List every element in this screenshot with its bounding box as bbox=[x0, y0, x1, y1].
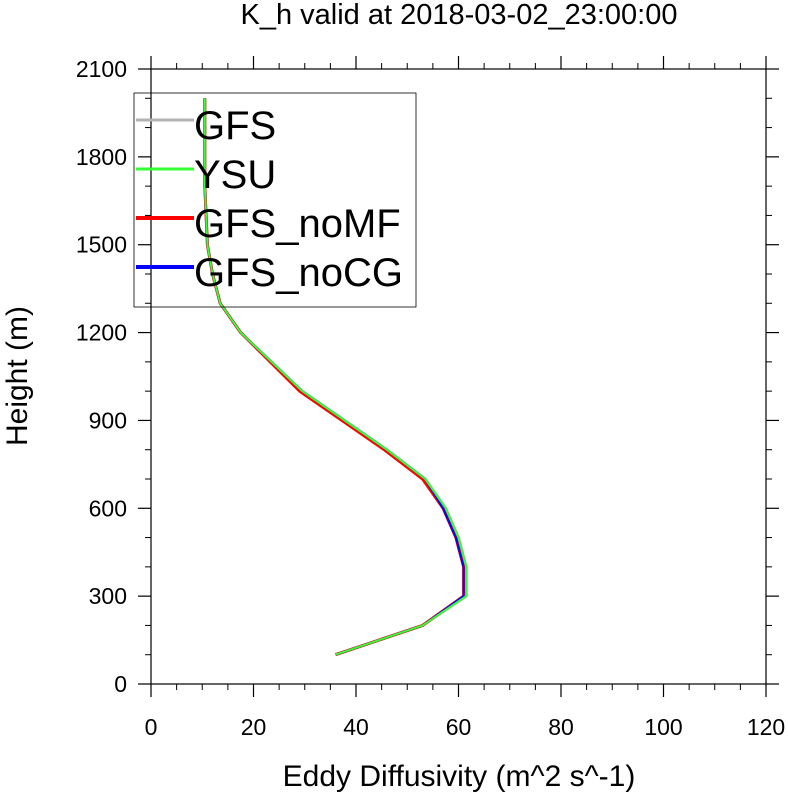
x-tick-label: 60 bbox=[446, 714, 472, 740]
legend: GFS YSU GFS_noMF GFS_noCG bbox=[133, 92, 417, 308]
x-tick-label: 80 bbox=[548, 714, 574, 740]
x-tick-label: 20 bbox=[241, 714, 267, 740]
y-tick-label: 600 bbox=[89, 495, 127, 521]
y-tick-label: 2100 bbox=[76, 56, 127, 82]
legend-label-gfs-nocg: GFS_noCG bbox=[194, 251, 403, 295]
y-tick-label: 300 bbox=[89, 583, 127, 609]
chart-title: K_h valid at 2018-03-02_23:00:00 bbox=[241, 0, 678, 31]
legend-label-ysu: YSU bbox=[194, 153, 276, 197]
y-axis-title: Height (m) bbox=[1, 306, 34, 446]
legend-box bbox=[133, 92, 417, 308]
y-tick-label: 1200 bbox=[76, 320, 127, 346]
legend-label-gfs-nomf: GFS_noMF bbox=[194, 202, 401, 246]
axis-tick-labels: 0 20 40 60 80 100 1200300600900120015001800210… bbox=[76, 56, 785, 740]
series-line-ysu bbox=[203, 98, 468, 656]
x-tick-label: 0 bbox=[145, 714, 158, 740]
x-tick-label: 120 bbox=[747, 714, 785, 740]
y-tick-label: 1800 bbox=[76, 144, 127, 170]
y-tick-label: 1500 bbox=[76, 232, 127, 258]
y-tick-label: 900 bbox=[89, 407, 127, 433]
x-axis-title: Eddy Diffusivity (m^2 s^-1) bbox=[283, 760, 636, 793]
x-tick-label: 100 bbox=[644, 714, 682, 740]
x-tick-label: 40 bbox=[343, 714, 369, 740]
y-tick-label: 0 bbox=[114, 671, 127, 697]
legend-label-gfs: GFS bbox=[194, 104, 276, 148]
axis-ticks bbox=[138, 56, 779, 697]
series-lines bbox=[203, 98, 468, 657]
